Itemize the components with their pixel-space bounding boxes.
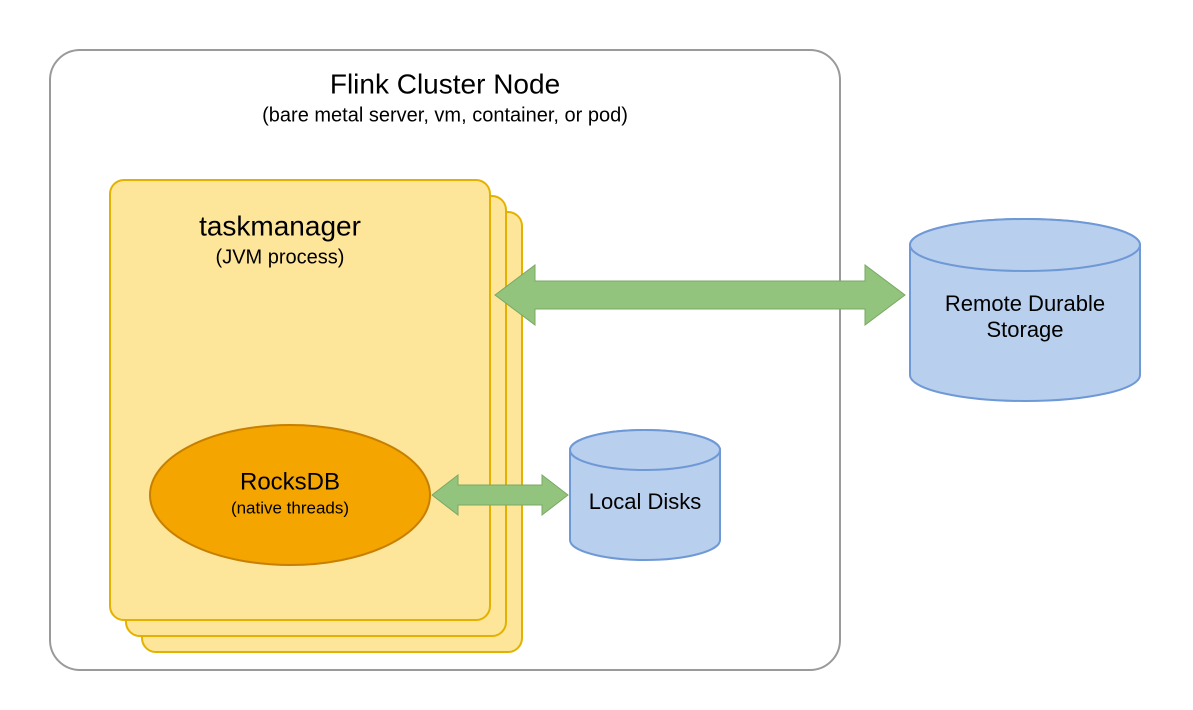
remote-storage-cylinder-cap (910, 219, 1140, 271)
rocksdb-title: RocksDB (240, 468, 340, 495)
remote-storage-cylinder-label: Remote Durable (945, 291, 1105, 316)
local-disks-cylinder-cap (570, 430, 720, 470)
taskmanager-title: taskmanager (199, 210, 361, 241)
remote-storage-cylinder-label: Storage (986, 317, 1063, 342)
taskmanager-subtitle: (JVM process) (216, 246, 345, 268)
rocksdb-subtitle: (native threads) (231, 498, 349, 517)
cluster-node-subtitle: (bare metal server, vm, container, or po… (262, 104, 628, 126)
cluster-node-title: Flink Cluster Node (330, 68, 560, 99)
local-disks-cylinder-label: Local Disks (589, 489, 701, 514)
